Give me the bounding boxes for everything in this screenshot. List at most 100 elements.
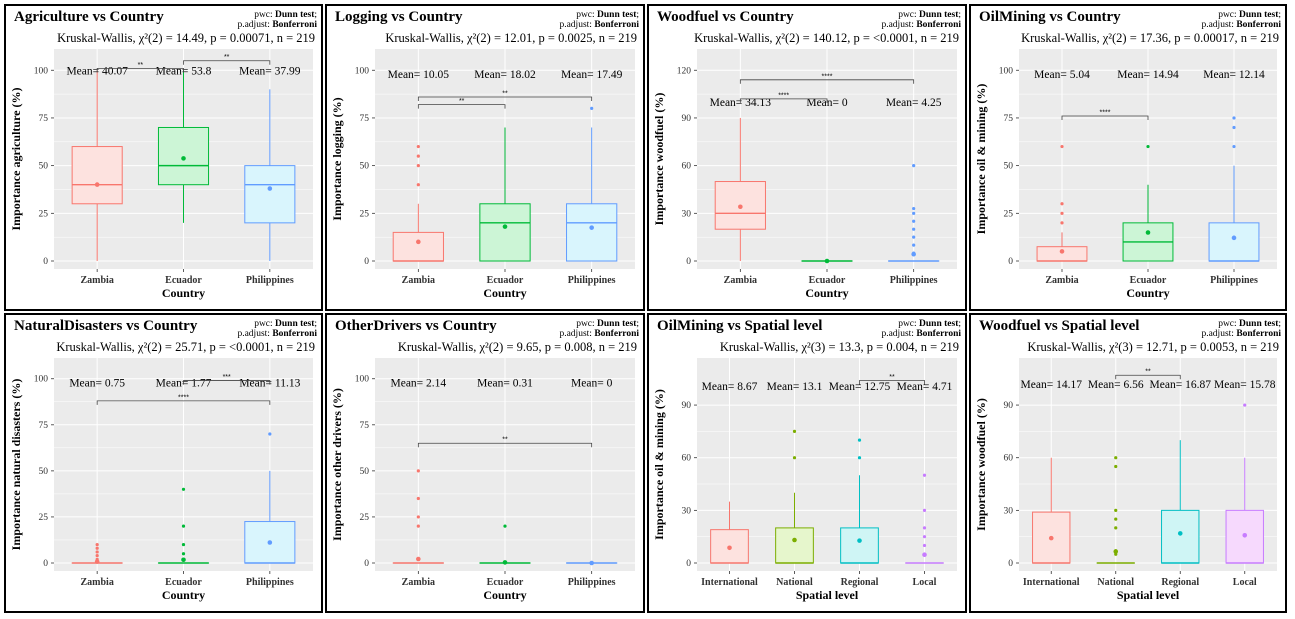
outlier-point bbox=[416, 144, 420, 149]
mean-label: Mean= 13.1 bbox=[767, 381, 823, 393]
box-local bbox=[1225, 403, 1264, 564]
kw-subtitle: Kruskal-Wallis, χ²(2) = 9.65, p = 0.008,… bbox=[398, 340, 637, 354]
mean-prefix: Mean= bbox=[897, 381, 933, 393]
kw-subtitle: Kruskal-Wallis, χ²(2) = 25.71, p = <0.00… bbox=[56, 340, 315, 354]
outlier-point bbox=[1060, 144, 1064, 149]
x-tick-label: National bbox=[776, 577, 813, 588]
mean-prefix: Mean= bbox=[710, 97, 746, 109]
adjust-prefix: p.adjust: bbox=[237, 20, 272, 30]
mean-point bbox=[416, 556, 421, 562]
pwc-method: Dunn test bbox=[919, 319, 959, 329]
pwc-note: pwc: Dunn test; bbox=[1218, 319, 1281, 329]
mean-point bbox=[94, 182, 100, 187]
chart-panel: OilMining vs Country pwc: Dunn test; p.adj… bbox=[969, 4, 1287, 311]
mean-label: Mean= 0.31 bbox=[477, 377, 533, 389]
mean-value: 0 bbox=[842, 97, 848, 109]
pwc-note: pwc: Dunn test; bbox=[576, 10, 639, 20]
outlier-point bbox=[416, 524, 420, 528]
mean-value: 0.75 bbox=[105, 377, 125, 389]
mean-value: 11.13 bbox=[275, 377, 301, 389]
mean-value: 5.04 bbox=[1070, 69, 1090, 81]
mean-prefix: Mean= bbox=[388, 69, 424, 81]
box-iqr bbox=[566, 203, 618, 262]
box-zambia bbox=[71, 70, 123, 261]
outlier-point bbox=[1060, 221, 1064, 225]
x-tick-label: Zambia bbox=[402, 275, 435, 286]
pwc-method: Dunn test bbox=[1239, 10, 1279, 20]
outlier-point bbox=[503, 524, 507, 528]
box-ecuador bbox=[157, 70, 210, 223]
pwc-end: ; bbox=[636, 10, 639, 20]
mean-point bbox=[589, 560, 594, 566]
adjust-prefix: p.adjust: bbox=[559, 329, 594, 339]
bracket-line bbox=[739, 98, 828, 103]
outlier-point bbox=[416, 469, 420, 473]
chart-panel: Agriculture vs Country pwc: Dunn test; p.a… bbox=[4, 4, 323, 311]
mean-value: 14.17 bbox=[1056, 379, 1082, 391]
adjust-method: Bonferroni bbox=[594, 329, 639, 339]
mean-value: 13.1 bbox=[802, 381, 822, 393]
x-tick-label: Philippines bbox=[568, 275, 616, 286]
pwc-prefix: pwc: bbox=[576, 10, 597, 20]
pwc-prefix: pwc: bbox=[576, 319, 597, 329]
adjust-method: Bonferroni bbox=[272, 20, 317, 30]
outlier-point bbox=[181, 487, 186, 491]
outlier-point bbox=[1232, 144, 1236, 149]
outlier-point bbox=[1146, 144, 1150, 149]
adjust-note: p.adjust: Bonferroni bbox=[1201, 20, 1281, 30]
outlier-point bbox=[1114, 517, 1118, 521]
mean-point bbox=[911, 251, 916, 257]
outlier-point bbox=[912, 164, 916, 168]
kw-subtitle: Kruskal-Wallis, χ²(2) = 12.01, p = 0.002… bbox=[385, 31, 637, 45]
chart-svg: Woodfuel vs Country pwc: Dunn test;p.adju… bbox=[652, 9, 961, 300]
x-tick-label: Zambia bbox=[80, 275, 113, 286]
x-axis-label: Spatial level bbox=[796, 588, 859, 602]
mean-prefix: Mean= bbox=[1117, 69, 1153, 81]
mean-prefix: Mean= bbox=[1214, 379, 1250, 391]
x-tick-label: Local bbox=[913, 577, 937, 588]
adjust-prefix: p.adjust: bbox=[1201, 20, 1236, 30]
chart-title: Woodfuel vs Country bbox=[657, 9, 794, 25]
box-ecuador bbox=[157, 487, 210, 564]
pwc-prefix: pwc: bbox=[254, 319, 275, 329]
chart-svg: Agriculture vs Country pwc: Dunn test;p.a… bbox=[9, 9, 317, 300]
outlier-point bbox=[590, 106, 594, 111]
adjust-note: p.adjust: Bonferroni bbox=[237, 20, 317, 30]
bracket-label: ** bbox=[1145, 369, 1151, 376]
bracket-line bbox=[859, 380, 925, 385]
outlier-point bbox=[416, 154, 420, 158]
kw-subtitle: Kruskal-Wallis, χ²(3) = 13.3, p = 0.004,… bbox=[720, 340, 959, 354]
y-tick-label: 30 bbox=[1004, 506, 1014, 516]
mean-value: 37.99 bbox=[275, 65, 301, 77]
mean-prefix: Mean= bbox=[806, 97, 842, 109]
y-tick-label: 100 bbox=[34, 66, 49, 76]
y-tick-label: 25 bbox=[39, 513, 49, 523]
chart-title: OilMining vs Spatial level bbox=[657, 318, 822, 334]
bracket-line bbox=[183, 380, 271, 385]
mean-point bbox=[502, 224, 508, 229]
box-ecuador bbox=[479, 524, 531, 565]
mean-label: Mean= 6.56 bbox=[1088, 379, 1144, 391]
x-tick-label: Zambia bbox=[724, 275, 757, 286]
y-tick-label: 75 bbox=[1004, 114, 1014, 124]
mean-point bbox=[727, 545, 732, 551]
chart-panel: Woodfuel vs Country pwc: Dunn test; p.adju… bbox=[647, 4, 967, 311]
mean-label: Mean= 12.75 bbox=[829, 381, 891, 393]
bracket-line bbox=[183, 60, 271, 65]
y-tick-label: 50 bbox=[360, 162, 370, 172]
chart-panel: Woodfuel vs Spatial level pwc: Dunn test;… bbox=[969, 313, 1287, 613]
mean-point bbox=[1231, 235, 1237, 241]
box-philippines bbox=[1208, 116, 1260, 262]
x-axis-label: Country bbox=[805, 286, 848, 300]
outlier-point bbox=[181, 542, 186, 547]
chart-svg: OilMining vs Country pwc: Dunn test;p.adj… bbox=[974, 9, 1281, 300]
outlier-point bbox=[792, 429, 797, 433]
x-tick-label: Ecuador bbox=[165, 577, 202, 588]
chart-title: OilMining vs Country bbox=[979, 9, 1121, 25]
mean-value: 0.31 bbox=[513, 377, 533, 389]
box-iqr bbox=[1161, 509, 1200, 564]
mean-value: 17.49 bbox=[597, 69, 623, 81]
pwc-prefix: pwc: bbox=[898, 10, 919, 20]
box-iqr bbox=[840, 527, 879, 564]
bracket-line bbox=[417, 104, 506, 109]
